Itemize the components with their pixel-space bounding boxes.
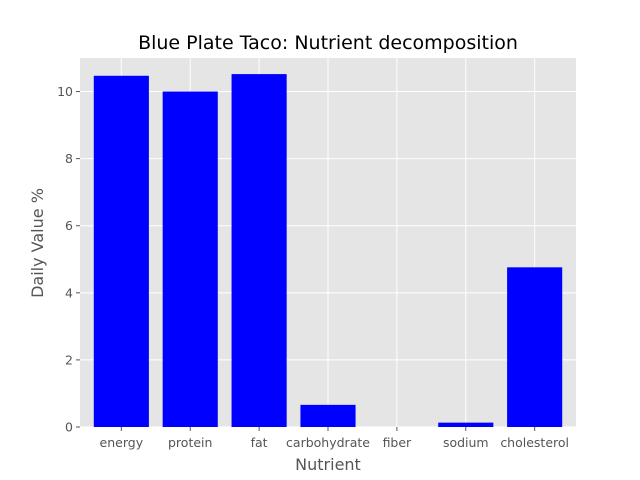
x-axis-ticks: energy protein fat carbohydrate fiber sodium c… [100, 427, 569, 450]
x-axis-title: Nutrient [295, 455, 361, 474]
bar-carbohydrate [300, 404, 356, 427]
x-tick-label-fat: fat [251, 435, 268, 450]
bar-sodium [438, 422, 494, 427]
x-tick-label-protein: protein [168, 435, 212, 450]
y-tick-label: 4 [65, 285, 73, 300]
y-axis-ticks: 0 2 4 6 8 10 [57, 84, 80, 435]
y-tick-label: 0 [65, 420, 73, 435]
bars [93, 74, 563, 428]
x-tick-label-fiber: fiber [383, 435, 412, 450]
y-tick-label: 6 [65, 218, 73, 233]
y-axis-title: Daily Value % [28, 188, 47, 298]
y-tick-label: 2 [65, 352, 73, 367]
x-tick-label-carbohydrate: carbohydrate [286, 435, 370, 450]
bar-cholesterol [507, 267, 563, 427]
bar-fat [231, 74, 287, 428]
bar-protein [162, 91, 218, 427]
y-tick-label: 8 [65, 151, 73, 166]
x-tick-label-cholesterol: cholesterol [500, 435, 569, 450]
chart-title: Blue Plate Taco: Nutrient decomposition [138, 32, 518, 54]
x-tick-label-sodium: sodium [443, 435, 489, 450]
x-tick-label-energy: energy [100, 435, 144, 450]
y-tick-label: 10 [57, 84, 73, 99]
bar-energy [93, 75, 149, 428]
